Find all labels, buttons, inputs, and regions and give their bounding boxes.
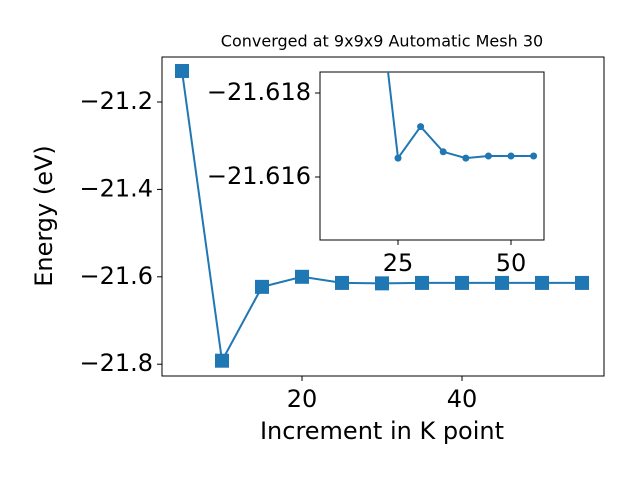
data-point	[215, 353, 229, 368]
data-point	[495, 275, 509, 290]
y-tick-label: −21.618	[207, 78, 311, 106]
x-tick-label: 50	[496, 249, 527, 277]
chart-title: Converged at 9x9x9 Automatic Mesh 30	[221, 32, 543, 51]
data-point	[394, 154, 402, 162]
data-point	[484, 152, 492, 160]
data-point	[295, 269, 309, 284]
x-tick-label: 40	[447, 385, 478, 413]
data-point	[462, 154, 470, 162]
series-group	[387, 72, 538, 162]
x-tick-label: 25	[383, 249, 414, 277]
x-axis-label: Increment in K point	[260, 417, 504, 445]
y-tick-label: −21.8	[79, 349, 153, 377]
y-tick-label: −21.616	[207, 162, 311, 190]
data-point	[439, 148, 447, 156]
series-line	[387, 72, 534, 161]
data-point	[415, 275, 429, 290]
data-point	[335, 275, 349, 290]
data-point	[175, 63, 189, 78]
data-point	[530, 152, 538, 160]
data-point	[375, 276, 389, 291]
series-group	[175, 63, 589, 368]
y-axis-label: Energy (eV)	[30, 145, 58, 287]
data-point	[417, 123, 425, 131]
y-tick-label: −21.4	[79, 174, 153, 202]
data-point	[575, 275, 589, 290]
data-point	[255, 279, 269, 294]
data-point	[535, 275, 549, 290]
data-point	[507, 152, 515, 160]
y-tick-label: −21.2	[79, 87, 153, 115]
y-tick-label: −21.6	[79, 262, 153, 290]
x-tick-label: 20	[287, 385, 318, 413]
data-point	[455, 275, 469, 290]
